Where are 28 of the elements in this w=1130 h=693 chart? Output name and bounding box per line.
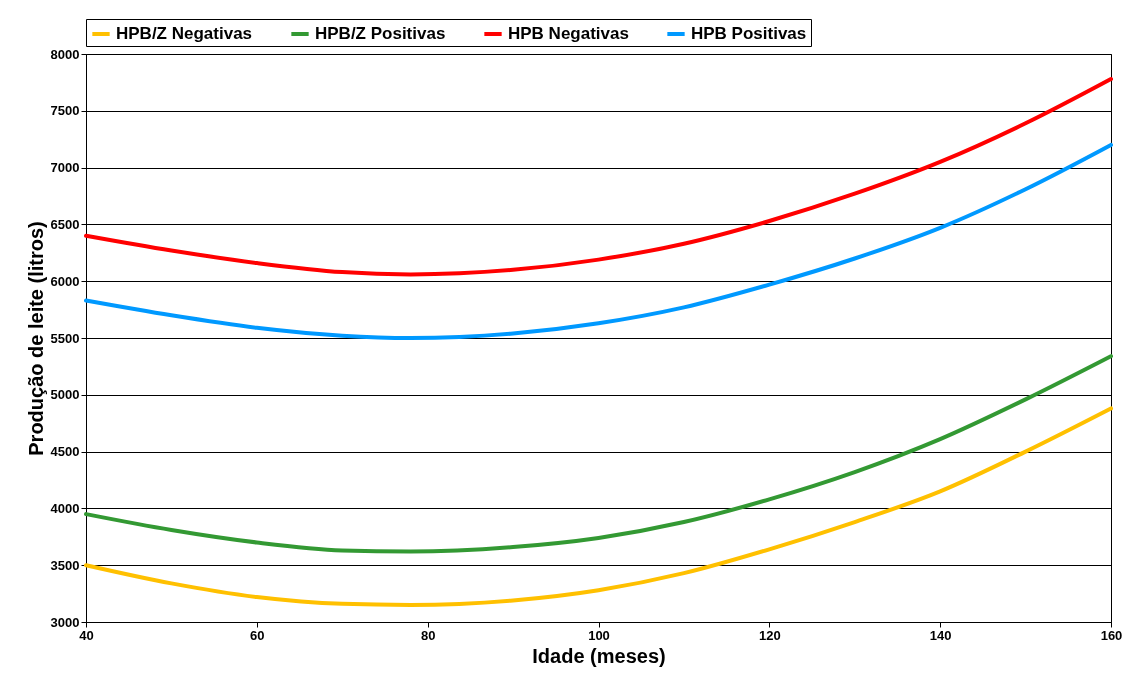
line-series [84, 406, 1113, 607]
line-series [84, 354, 1113, 554]
x-tick-label: 40 [79, 627, 94, 643]
x-tick-label: 160 [1100, 627, 1123, 643]
x-tick-label: 100 [588, 627, 610, 643]
x-tick-label: 120 [758, 627, 781, 643]
y-tick-label: 8000 [50, 46, 80, 62]
y-tick-label: 3500 [50, 557, 80, 573]
y-tick-label: 7000 [50, 160, 80, 176]
y-tick-label: 4500 [50, 444, 80, 460]
y-tick-label: 7500 [50, 103, 80, 119]
y-tick-label: 6500 [50, 216, 80, 232]
x-tick-label: 60 [250, 627, 265, 643]
y-axis-title: Produção de leite (litros) [24, 221, 47, 456]
legend-label: HPB/Z Negativas [116, 24, 253, 43]
legend-label: HPB Negativas [508, 24, 629, 43]
x-axis-title: Idade (meses) [532, 644, 666, 667]
y-tick-label: 4000 [50, 500, 80, 516]
line-series [84, 76, 1113, 277]
y-tick-label: 3000 [50, 614, 80, 630]
legend-label: HPB Positivas [691, 24, 807, 43]
y-tick-label: 6000 [50, 273, 80, 289]
legend-label: HPB/Z Positivas [315, 24, 446, 43]
x-tick-label: 140 [929, 627, 952, 643]
x-tick-label: 80 [420, 627, 436, 643]
y-tick-label: 5500 [50, 330, 80, 346]
line-series [84, 142, 1113, 340]
y-tick-label: 5000 [50, 387, 80, 403]
